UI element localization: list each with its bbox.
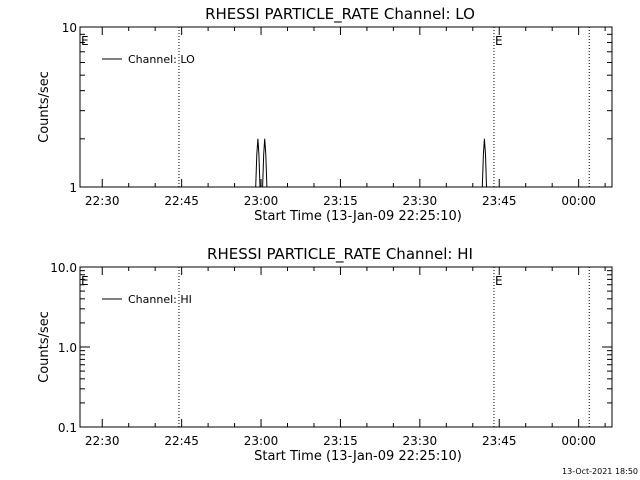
p1-x-tick-label: 22:45 bbox=[164, 194, 199, 208]
p2-annotation-label: E bbox=[81, 274, 89, 288]
p1-y-tick-label: 10 bbox=[62, 21, 77, 35]
p2-y-tick-label: 0.1 bbox=[58, 421, 77, 435]
p2-legend-label: Channel: HI bbox=[128, 293, 192, 306]
p1-series-line bbox=[255, 138, 488, 188]
p2-x-tick-label: 00:00 bbox=[561, 434, 596, 448]
p1-y-axis-label: Counts/sec bbox=[37, 71, 52, 143]
p2-chart-title: RHESSI PARTICLE_RATE Channel: HI bbox=[207, 245, 473, 264]
p1-x-tick-label: 23:45 bbox=[482, 194, 517, 208]
p1-x-tick-label: 22:30 bbox=[85, 194, 120, 208]
p1-x-tick-label: 23:30 bbox=[403, 194, 438, 208]
p2-x-tick-label: 22:45 bbox=[164, 434, 199, 448]
p1-x-tick-label: 23:15 bbox=[323, 194, 358, 208]
p2-y-tick-label: 1.0 bbox=[58, 341, 77, 355]
p2-y-tick-label: 10.0 bbox=[50, 261, 77, 275]
p1-x-tick-label: 23:00 bbox=[244, 194, 279, 208]
p2-x-tick-label: 22:30 bbox=[85, 434, 120, 448]
p1-y-tick-label: 1 bbox=[69, 181, 77, 195]
p1-plot-frame bbox=[79, 26, 613, 188]
p1-x-tick-label: 00:00 bbox=[561, 194, 596, 208]
p2-x-tick-label: 23:00 bbox=[244, 434, 279, 448]
p1-chart-title: RHESSI PARTICLE_RATE Channel: LO bbox=[205, 5, 475, 24]
p1-annotation-label: E bbox=[495, 34, 503, 48]
p2-y-axis-label: Counts/sec bbox=[37, 311, 52, 383]
p2-plot-frame bbox=[79, 266, 613, 428]
footer-timestamp: 13-Oct-2021 18:50 bbox=[562, 467, 638, 476]
p2-x-tick-label: 23:30 bbox=[403, 434, 438, 448]
p1-legend-label: Channel: LO bbox=[128, 53, 195, 66]
p1-x-axis-label: Start Time (13-Jan-09 22:25:10) bbox=[254, 209, 462, 224]
p1-annotation-label: E bbox=[81, 34, 89, 48]
p2-x-axis-label: Start Time (13-Jan-09 22:25:10) bbox=[254, 449, 462, 464]
p2-annotation-label: E bbox=[495, 274, 503, 288]
p2-x-tick-label: 23:15 bbox=[323, 434, 358, 448]
p2-x-tick-label: 23:45 bbox=[482, 434, 517, 448]
